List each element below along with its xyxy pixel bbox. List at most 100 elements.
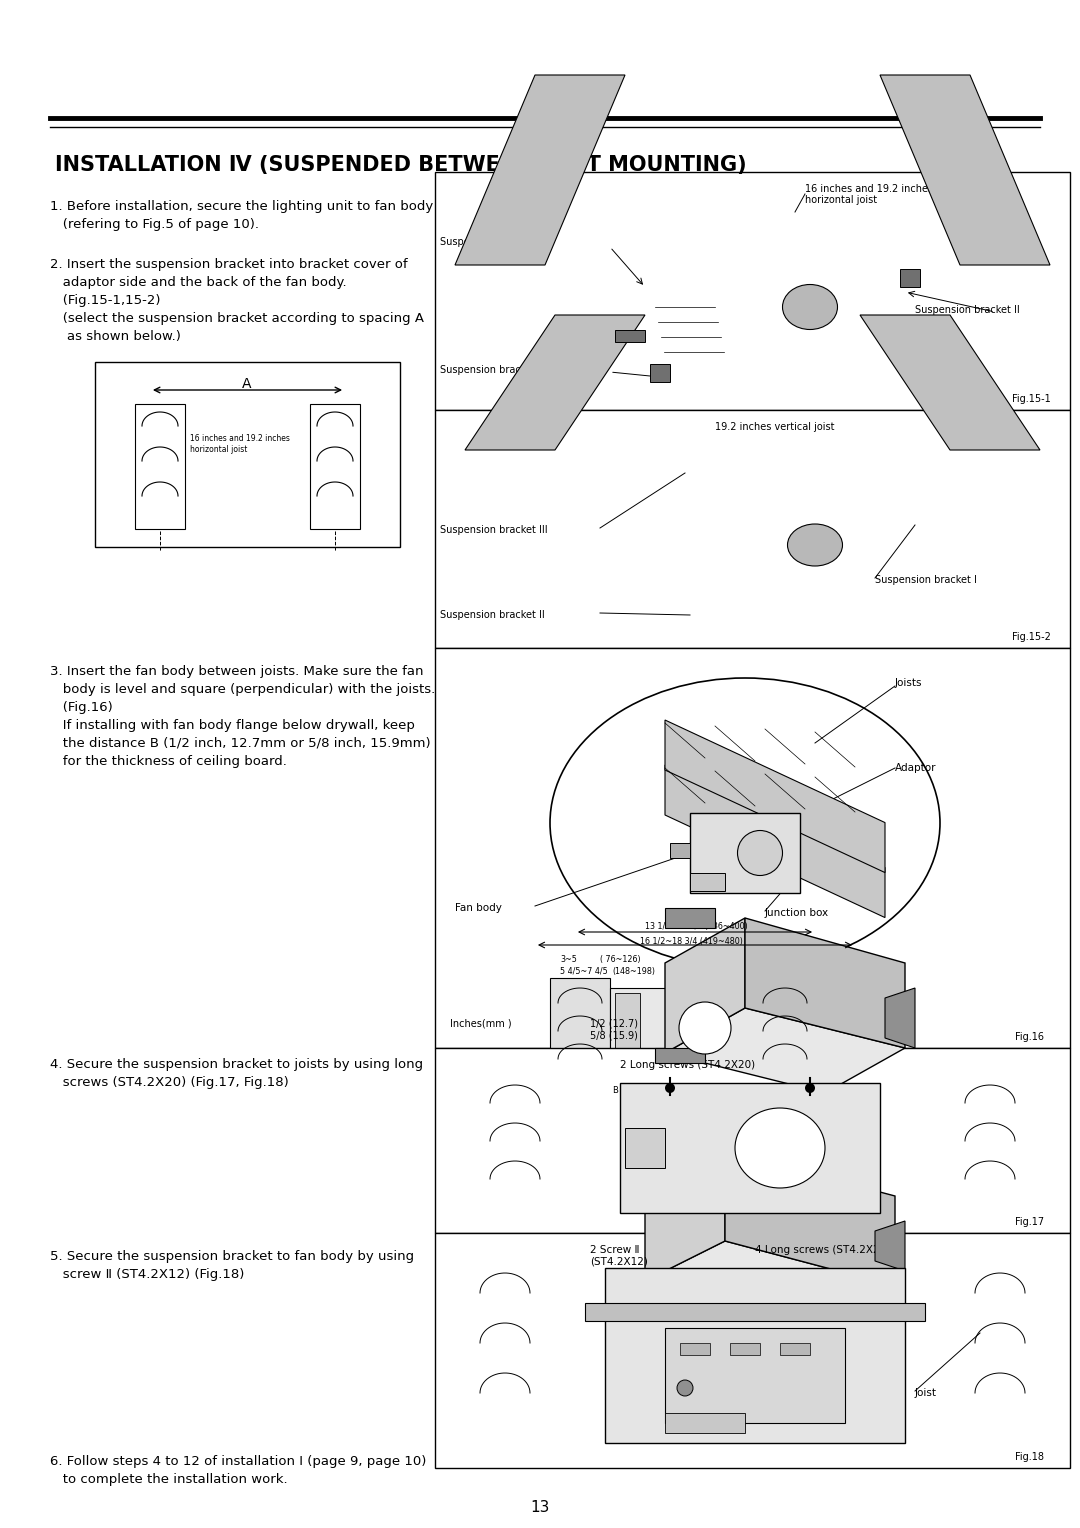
Text: Fig.18: Fig.18 xyxy=(1015,1452,1044,1462)
Bar xyxy=(665,1413,745,1433)
Ellipse shape xyxy=(679,1002,731,1054)
Text: A: A xyxy=(242,377,252,391)
Bar xyxy=(435,1048,1070,1233)
Polygon shape xyxy=(665,720,885,872)
Text: Fan body: Fan body xyxy=(455,903,502,914)
Text: Suspension bracket III: Suspension bracket III xyxy=(440,526,548,535)
Polygon shape xyxy=(654,1048,705,1063)
Polygon shape xyxy=(465,315,645,451)
Bar xyxy=(690,813,800,892)
Text: 2 Screw Ⅱ: 2 Screw Ⅱ xyxy=(590,1245,639,1254)
Text: 2 Long screws (ST4.2X20): 2 Long screws (ST4.2X20) xyxy=(620,1060,755,1070)
Bar xyxy=(615,993,640,1063)
Ellipse shape xyxy=(738,831,783,876)
Polygon shape xyxy=(875,1221,905,1271)
Text: 4. Secure the suspension bracket to joists by using long: 4. Secure the suspension bracket to jois… xyxy=(50,1057,423,1071)
Text: for the thickness of ceiling board.: for the thickness of ceiling board. xyxy=(50,755,287,769)
Text: Inches(mm ): Inches(mm ) xyxy=(450,1018,512,1028)
Polygon shape xyxy=(860,315,1040,451)
Text: horizontal joist: horizontal joist xyxy=(805,196,877,205)
Bar xyxy=(620,1083,880,1213)
Text: Suspension bracket II: Suspension bracket II xyxy=(440,610,544,620)
Text: 1. Before installation, secure the lighting unit to fan body: 1. Before installation, secure the light… xyxy=(50,200,433,212)
Text: Junction box: Junction box xyxy=(765,908,829,918)
Bar xyxy=(780,1343,810,1355)
Text: INSTALLATION Ⅳ (SUSPENDED BETWEEN JOIST MOUNTING): INSTALLATION Ⅳ (SUSPENDED BETWEEN JOIST … xyxy=(55,154,746,176)
Text: screws (ST4.2X20) (Fig.17, Fig.18): screws (ST4.2X20) (Fig.17, Fig.18) xyxy=(50,1076,288,1089)
Text: (ST4.2X12): (ST4.2X12) xyxy=(590,1256,648,1267)
Polygon shape xyxy=(455,75,625,264)
Polygon shape xyxy=(645,1241,895,1326)
Text: screw Ⅱ (ST4.2X12) (Fig.18): screw Ⅱ (ST4.2X12) (Fig.18) xyxy=(50,1268,244,1280)
Text: Fig.16: Fig.16 xyxy=(1015,1031,1044,1042)
Text: 13 1/4~15 3/4 (336~400): 13 1/4~15 3/4 (336~400) xyxy=(645,921,747,931)
Bar xyxy=(550,978,610,1068)
Polygon shape xyxy=(625,1177,645,1212)
Text: If installing with fan body flange below drywall, keep: If installing with fan body flange below… xyxy=(50,720,415,732)
Polygon shape xyxy=(665,918,745,1053)
Polygon shape xyxy=(665,908,715,927)
Text: 5 4/5~7 4/5: 5 4/5~7 4/5 xyxy=(561,967,608,976)
Text: to complete the installation work.: to complete the installation work. xyxy=(50,1473,287,1487)
Text: 3~5: 3~5 xyxy=(561,955,577,964)
Bar xyxy=(650,364,670,382)
Bar xyxy=(605,1268,905,1442)
Bar xyxy=(310,403,360,529)
Bar xyxy=(135,403,185,529)
Polygon shape xyxy=(665,766,885,918)
Text: B: B xyxy=(612,1086,618,1096)
Text: Joist: Joist xyxy=(915,1387,937,1398)
Text: Suspension bracket II: Suspension bracket II xyxy=(915,306,1020,315)
Text: as shown below.): as shown below.) xyxy=(50,330,180,342)
Polygon shape xyxy=(885,989,915,1048)
Text: Adaptor: Adaptor xyxy=(895,762,936,773)
Circle shape xyxy=(665,1083,675,1093)
Bar xyxy=(435,173,1070,410)
Bar xyxy=(755,978,815,1068)
Text: 16 inches and 19.2 inches: 16 inches and 19.2 inches xyxy=(190,434,289,443)
Bar xyxy=(670,843,690,859)
Polygon shape xyxy=(880,75,1050,264)
Bar xyxy=(625,1128,665,1167)
Text: ( 76~126): ( 76~126) xyxy=(600,955,640,964)
Text: Suspension bracket I: Suspension bracket I xyxy=(875,575,977,585)
Text: (Fig.16): (Fig.16) xyxy=(50,701,112,714)
Text: 6. Follow steps 4 to 12 of installation Ⅰ (page 9, page 10): 6. Follow steps 4 to 12 of installation … xyxy=(50,1455,427,1468)
Ellipse shape xyxy=(550,678,940,969)
Bar xyxy=(900,269,920,287)
Text: (refering to Fig.5 of page 10).: (refering to Fig.5 of page 10). xyxy=(50,219,259,231)
Text: Joists: Joists xyxy=(895,678,922,688)
Text: the distance B (1/2 inch, 12.7mm or 5/8 inch, 15.9mm): the distance B (1/2 inch, 12.7mm or 5/8 … xyxy=(50,736,431,750)
Text: Fig.15-1: Fig.15-1 xyxy=(1012,394,1051,403)
Bar xyxy=(690,872,725,891)
Circle shape xyxy=(805,1083,815,1093)
Ellipse shape xyxy=(783,284,837,330)
Text: 1/2 (12.7): 1/2 (12.7) xyxy=(590,1018,638,1028)
Text: 4 Long screws (ST4.2X20): 4 Long screws (ST4.2X20) xyxy=(755,1245,890,1254)
Bar xyxy=(615,330,645,342)
Bar xyxy=(665,1328,845,1423)
Bar xyxy=(610,989,755,1068)
Polygon shape xyxy=(725,1151,895,1287)
Text: 13: 13 xyxy=(530,1500,550,1514)
Text: Fig.15-2: Fig.15-2 xyxy=(1012,633,1051,642)
Text: body is level and square (perpendicular) with the joists.: body is level and square (perpendicular)… xyxy=(50,683,435,695)
Polygon shape xyxy=(635,1146,685,1166)
Polygon shape xyxy=(665,1008,905,1093)
Text: adaptor side and the back of the fan body.: adaptor side and the back of the fan bod… xyxy=(50,277,347,289)
Text: 16 inches and 19.2 inches: 16 inches and 19.2 inches xyxy=(805,183,933,194)
Text: 16 1/2~18 3/4 (419~480): 16 1/2~18 3/4 (419~480) xyxy=(640,937,743,946)
Text: (select the suspension bracket according to spacing A: (select the suspension bracket according… xyxy=(50,312,424,325)
Bar xyxy=(435,1233,1070,1468)
Text: Suspension bracket I: Suspension bracket I xyxy=(440,237,542,248)
Bar xyxy=(585,1303,924,1322)
Ellipse shape xyxy=(787,524,842,565)
Text: 2. Insert the suspension bracket into bracket cover of: 2. Insert the suspension bracket into br… xyxy=(50,258,407,270)
Bar xyxy=(435,410,1070,648)
Text: (148~198): (148~198) xyxy=(612,967,654,976)
Bar xyxy=(95,362,400,547)
Bar xyxy=(680,1343,710,1355)
Bar xyxy=(725,1024,750,1031)
Text: 19.2 inches vertical joist: 19.2 inches vertical joist xyxy=(715,422,835,432)
Text: (Fig.15-1,15-2): (Fig.15-1,15-2) xyxy=(50,293,161,307)
